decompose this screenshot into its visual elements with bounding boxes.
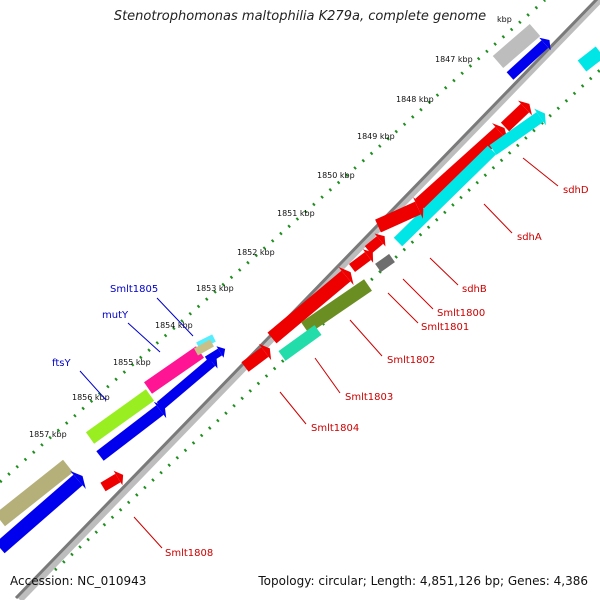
gene-label-leader	[429, 257, 459, 286]
accession-text: Accession: NC_010943	[10, 574, 147, 588]
gene-label-leader	[387, 292, 419, 324]
gene-label-smlt1801: Smlt1801	[421, 322, 469, 333]
gene-feature	[489, 112, 544, 155]
gene-feature	[85, 389, 155, 444]
gene-arrowhead	[517, 100, 533, 116]
backbone	[14, 0, 599, 600]
gene-feature	[492, 23, 541, 69]
gene-arrowhead	[492, 123, 508, 141]
gene-label-leader	[402, 278, 434, 310]
gene-feature	[415, 126, 505, 210]
gene-arrowhead	[362, 249, 374, 263]
gene-arrowhead	[216, 346, 226, 358]
gene-arrowhead	[258, 343, 272, 361]
scale-label: 1847 kbp	[435, 55, 473, 64]
topology-text: Topology: circular; Length: 4,851,126 bp…	[258, 574, 588, 588]
scale-label: 1855 kbp	[113, 358, 151, 367]
scale-label: 1854 kbp	[155, 321, 193, 330]
gene-feature	[156, 358, 216, 410]
gene-label-leader	[156, 297, 194, 337]
gene-label-smlt1800: Smlt1800	[437, 308, 485, 319]
gene-feature	[0, 459, 73, 527]
gene-arrowhead	[413, 197, 424, 219]
gene-label-leader	[279, 391, 307, 425]
gene-arrowhead	[113, 470, 124, 486]
gene-arrowhead	[534, 108, 546, 126]
gene-feature	[194, 339, 214, 356]
gene-feature	[500, 103, 530, 132]
gene-label-leader	[127, 322, 161, 353]
scale-label: 1851 kbp	[277, 209, 315, 218]
scale-label: 1849 kbp	[357, 132, 395, 141]
gene-label-smlt1802: Smlt1802	[387, 355, 435, 366]
gene-feature	[577, 46, 600, 72]
gene-label-leader	[314, 357, 341, 394]
gene-label-leader	[483, 203, 513, 234]
gene-arrowhead	[374, 233, 386, 247]
gene-label-sdha: sdhA	[517, 232, 542, 243]
gene-feature	[204, 348, 223, 364]
gene-label-sdhb: sdhB	[462, 284, 487, 295]
gene-feature	[96, 405, 164, 461]
gene-feature	[393, 145, 497, 247]
gene-arrowhead	[70, 471, 86, 489]
gene-label-muty: mutY	[102, 310, 129, 321]
gene-arrowhead	[539, 37, 551, 51]
gene-feature	[267, 270, 351, 344]
gene-feature	[278, 325, 322, 361]
gene-feature	[349, 252, 371, 272]
gene-feature	[100, 473, 121, 492]
gene-label-smlt1804: Smlt1804	[311, 423, 359, 434]
gene-feature	[0, 474, 83, 554]
scale-label: kbp	[497, 15, 512, 24]
map-title: Stenotrophomonas maltophilia K279a, comp…	[113, 9, 487, 24]
gene-label-smlt1803: Smlt1803	[345, 392, 393, 403]
gene-feature	[144, 346, 204, 394]
scale-label: 1853 kbp	[196, 284, 234, 293]
gene-label-leader	[79, 370, 107, 401]
scale-label: 1848 kbp	[396, 95, 434, 104]
gene-label-ftsy: ftsY	[52, 358, 71, 369]
scale-label: 1850 kbp	[317, 171, 355, 180]
gene-arrowhead	[153, 401, 167, 419]
gene-label-leader	[349, 319, 383, 357]
gene-feature	[375, 253, 395, 273]
scale-label: 1857 kbp	[29, 430, 67, 439]
inner-tick-track	[53, 68, 600, 572]
gene-feature	[241, 347, 269, 372]
gene-label-sdhd: sdhD	[563, 185, 589, 196]
scale-label: 1852 kbp	[237, 248, 275, 257]
gene-label-leader	[133, 516, 163, 549]
gene-label-leader	[522, 157, 559, 187]
outer-tick-track	[0, 0, 546, 484]
gene-feature	[301, 279, 372, 334]
gene-arrowhead	[338, 266, 354, 286]
gene-label-smlt1808: Smlt1808	[165, 548, 213, 559]
gene-feature	[506, 40, 549, 80]
gene-feature	[375, 201, 421, 233]
scale-label: 1856 kbp	[72, 393, 110, 402]
gene-label-smlt1805: Smlt1805	[110, 284, 158, 295]
gene-feature	[364, 236, 384, 254]
